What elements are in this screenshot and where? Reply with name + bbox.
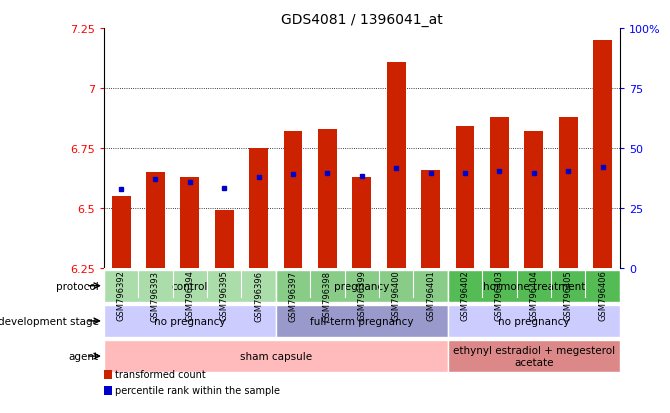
Title: GDS4081 / 1396041_at: GDS4081 / 1396041_at	[281, 12, 443, 26]
Bar	[249, 149, 268, 268]
Text: control: control	[172, 281, 208, 291]
FancyBboxPatch shape	[276, 305, 448, 337]
Bar	[421, 170, 440, 268]
FancyBboxPatch shape	[448, 340, 620, 372]
Text: GSM796404: GSM796404	[529, 270, 538, 320]
Text: percentile rank within the sample: percentile rank within the sample	[115, 385, 279, 395]
Text: GSM796398: GSM796398	[323, 270, 332, 321]
Bar	[352, 178, 371, 268]
Text: no pregnancy: no pregnancy	[498, 316, 570, 326]
Text: GSM796393: GSM796393	[151, 270, 160, 321]
Bar	[593, 41, 612, 268]
Text: GSM796396: GSM796396	[254, 270, 263, 321]
Bar	[215, 211, 234, 268]
FancyBboxPatch shape	[448, 270, 620, 302]
Text: GSM796400: GSM796400	[392, 270, 401, 320]
Text: GSM796405: GSM796405	[563, 270, 573, 320]
FancyBboxPatch shape	[448, 305, 620, 337]
Text: ethynyl estradiol + megesterol
acetate: ethynyl estradiol + megesterol acetate	[453, 345, 615, 367]
Text: GSM796406: GSM796406	[598, 270, 607, 320]
Bar	[180, 178, 199, 268]
Bar	[146, 173, 165, 268]
Text: GSM796403: GSM796403	[495, 270, 504, 320]
FancyBboxPatch shape	[276, 270, 448, 302]
Text: GSM796401: GSM796401	[426, 270, 435, 320]
Text: transformed count: transformed count	[115, 370, 205, 380]
Bar	[490, 118, 509, 268]
Text: GSM796394: GSM796394	[186, 270, 194, 320]
Text: pregnancy: pregnancy	[334, 281, 389, 291]
Bar	[456, 127, 474, 268]
Text: GSM796402: GSM796402	[460, 270, 470, 320]
Text: no pregnancy: no pregnancy	[154, 316, 226, 326]
FancyBboxPatch shape	[104, 340, 448, 372]
Bar	[283, 132, 302, 268]
Text: GSM796392: GSM796392	[117, 270, 125, 320]
Text: sham capsule: sham capsule	[240, 351, 312, 361]
Bar	[387, 62, 405, 268]
Text: hormone treatment: hormone treatment	[482, 281, 585, 291]
FancyBboxPatch shape	[104, 305, 276, 337]
Text: GSM796395: GSM796395	[220, 270, 228, 320]
Text: GSM796397: GSM796397	[289, 270, 297, 321]
Text: agent: agent	[68, 351, 98, 361]
Text: full-term pregnancy: full-term pregnancy	[310, 316, 413, 326]
Bar	[112, 197, 131, 268]
Text: protocol: protocol	[56, 281, 98, 291]
Bar	[525, 132, 543, 268]
Bar	[318, 130, 337, 268]
Bar	[559, 118, 578, 268]
FancyBboxPatch shape	[104, 270, 276, 302]
Text: GSM796399: GSM796399	[357, 270, 366, 320]
Text: development stage: development stage	[0, 316, 98, 326]
